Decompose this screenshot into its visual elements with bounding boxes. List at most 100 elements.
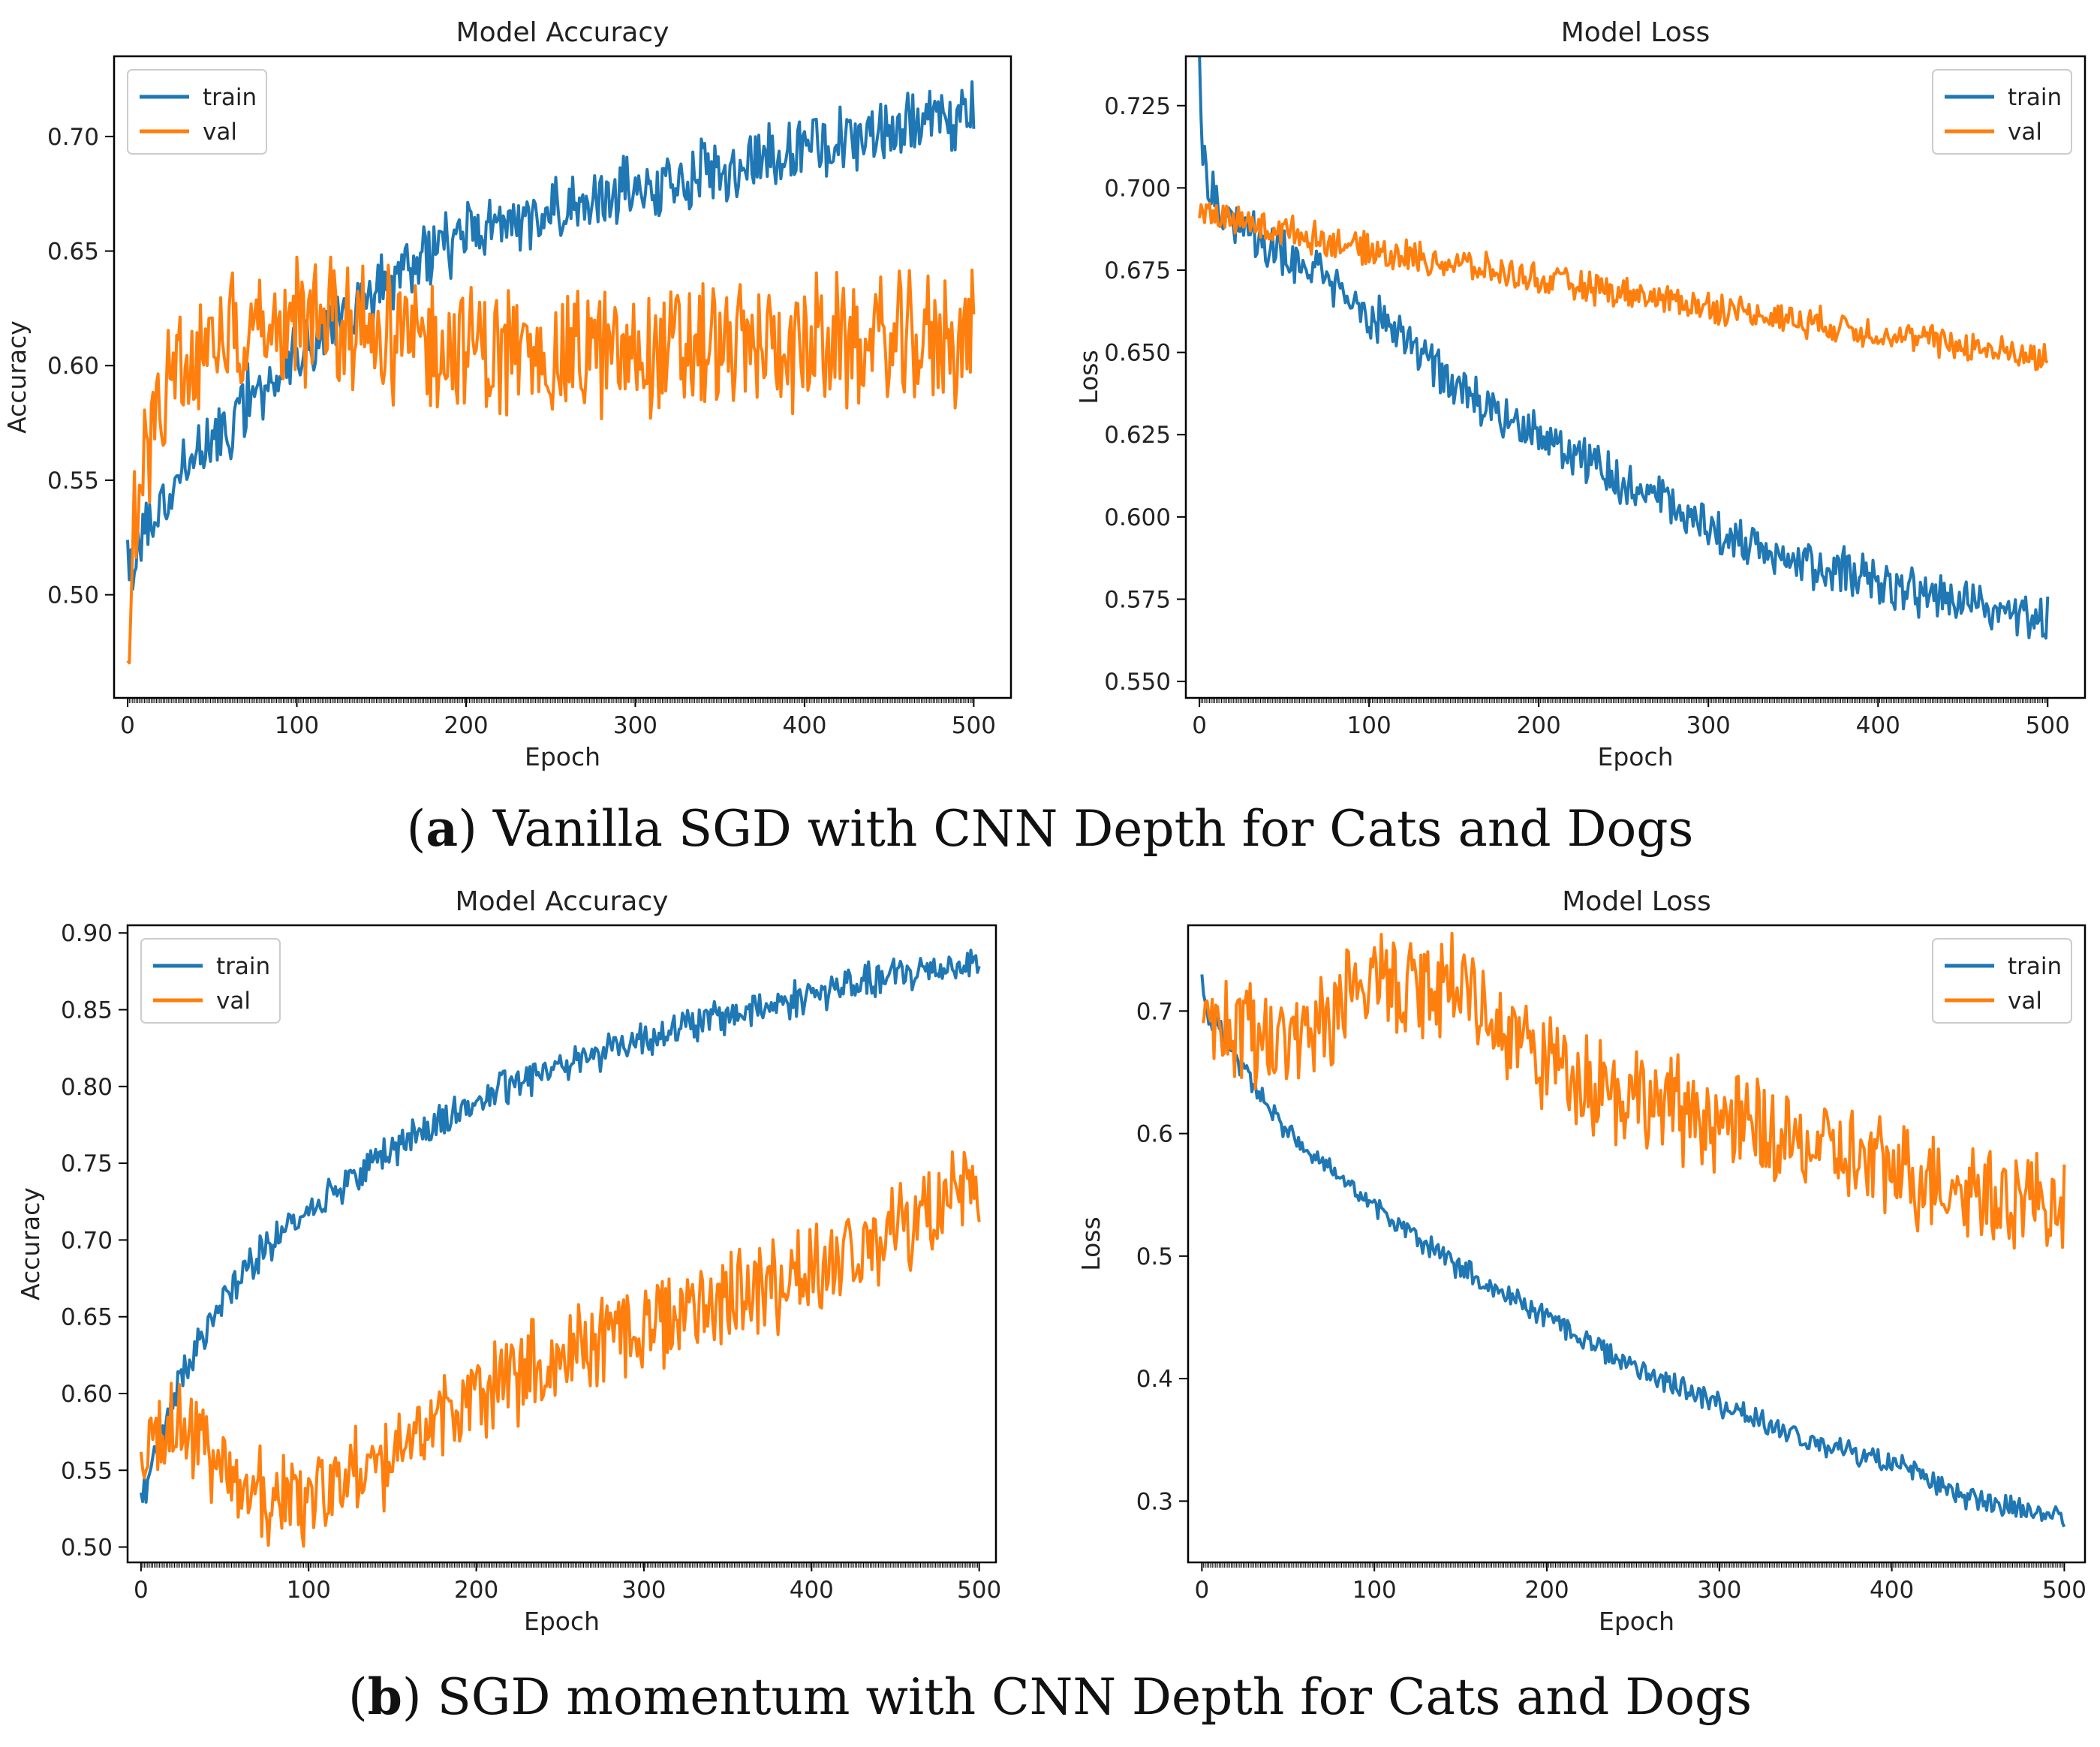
series-line-train [139,949,981,1504]
legend-box [1932,938,2072,1024]
y-tick-label: 0.65 [61,1304,113,1331]
x-tick-label: 400 [790,1577,834,1604]
y-tick-label: 0.65 [47,239,99,266]
x-tick-label: 100 [1347,712,1391,739]
y-tick-label: 0.50 [61,1535,113,1562]
x-tick-label: 100 [275,712,319,739]
legend-label-train: train [2008,84,2062,111]
legend-label-val: val [2008,988,2042,1015]
x-tick-label: 100 [287,1577,331,1604]
y-axis-label: Loss [1076,1216,1106,1270]
series-line-train [1198,56,2050,640]
chart-title: Model Loss [1562,886,1711,917]
legend-label-val: val [2008,119,2042,146]
x-tick-label: 300 [1697,1577,1741,1604]
x-minor-ticks [127,698,974,703]
y-tick-label: 0.550 [1104,669,1171,696]
legend-label-train: train [216,953,270,980]
y-tick-label: 0.3 [1136,1488,1173,1515]
legend-label-val: val [203,119,237,146]
series-line-val [139,1150,981,1548]
y-tick-label: 0.700 [1104,175,1171,202]
series-line-train [126,80,976,591]
legend-label-val: val [216,988,251,1015]
x-tick-label: 0 [134,1577,149,1604]
x-axis-label: Epoch [1599,1607,1674,1636]
caption-a-text: Vanilla SGD with CNN Depth for Cats and … [492,800,1694,858]
y-tick-label: 0.80 [61,1074,113,1101]
legend-box [127,69,267,155]
legend: train val [1932,938,2072,1024]
x-tick-label: 500 [2042,1577,2086,1604]
x-tick-label: 0 [1195,1577,1210,1604]
x-axis-label: Epoch [524,1607,600,1636]
legend-label-train: train [203,84,257,111]
series-line-train [1200,974,2066,1528]
x-minor-ticks [1201,1562,2065,1568]
y-tick-label: 0.5 [1136,1243,1173,1270]
x-tick-label: 500 [2026,712,2070,739]
y-tick-label: 0.70 [61,1227,113,1254]
y-tick-label: 0.725 [1104,93,1171,120]
y-tick-label: 0.7 [1136,998,1173,1025]
y-tick-label: 0.650 [1104,340,1171,367]
x-tick-label: 100 [1352,1577,1397,1604]
chart-b-loss: 0 100 200 300 400 500 0.3 0.4 0.5 0.6 0.7 Model Los… [1076,886,2086,1636]
caption-a-letter: a [426,799,459,858]
series-line-val [1198,202,2049,371]
y-tick-label: 0.60 [47,353,99,380]
y-tick-label: 0.90 [61,920,113,947]
y-tick-label: 0.60 [61,1381,113,1408]
y-axis-label: Accuracy [16,1187,45,1300]
x-tick-label: 0 [120,712,135,739]
y-tick-label: 0.600 [1104,504,1171,531]
x-minor-ticks [1199,698,2048,703]
caption-b: (b) SGD momentum with CNN Depth for Cats… [347,1667,1753,1726]
legend: train val [1932,69,2072,155]
series-line-val [126,255,976,665]
x-tick-label: 500 [957,1577,1001,1604]
caption-a: (a) Vanilla SGD with CNN Depth for Cats … [406,799,1694,858]
legend-box [140,938,281,1024]
x-tick-label: 400 [1870,1577,1914,1604]
caption-b-text: SGD momentum with CNN Depth for Cats and… [437,1668,1753,1726]
y-tick-label: 0.85 [61,997,113,1024]
legend: train val [140,938,281,1024]
x-tick-label: 200 [454,1577,498,1604]
series-line-val [1202,931,2066,1250]
y-tick-label: 0.75 [61,1150,113,1177]
x-tick-label: 300 [1686,712,1731,739]
x-tick-label: 200 [444,712,488,739]
chart-a-accuracy: 0 100 200 300 400 500 0.50 0.55 0.60 0.65 0.70 Mode… [2,17,1012,771]
legend-label-train: train [2008,953,2062,980]
y-tick-label: 0.4 [1136,1366,1173,1393]
x-axis-label: Epoch [1597,742,1673,771]
x-minor-ticks [140,1562,980,1568]
x-tick-label: 300 [621,1577,666,1604]
x-axis-label: Epoch [525,742,600,771]
x-tick-label: 200 [1517,712,1561,739]
caption-b-letter: b [367,1667,402,1726]
x-tick-label: 300 [613,712,657,739]
chart-b-accuracy: 0 100 200 300 400 500 0.50 0.55 0.60 0.65 0.70 0.75… [16,886,1001,1636]
y-axis-label: Accuracy [2,320,32,434]
x-tick-label: 0 [1192,712,1207,739]
chart-title: Model Loss [1561,17,1710,48]
y-tick-label: 0.625 [1104,422,1171,449]
y-tick-label: 0.50 [47,582,99,609]
y-tick-label: 0.675 [1104,257,1171,284]
y-tick-label: 0.575 [1104,586,1171,613]
chart-a-loss: 0 100 200 300 400 500 0.550 0.575 0.600 0.625 0.65… [1074,17,2086,771]
y-tick-label: 0.70 [47,124,99,151]
x-tick-label: 400 [1856,712,1900,739]
x-tick-label: 200 [1524,1577,1569,1604]
y-tick-label: 0.6 [1136,1121,1173,1148]
legend: train val [127,69,267,155]
y-tick-label: 0.55 [61,1457,113,1484]
y-axis-label: Loss [1074,350,1103,404]
x-tick-label: 400 [782,712,826,739]
chart-title: Model Accuracy [456,886,669,917]
y-tick-label: 0.55 [47,468,99,495]
legend-box [1932,69,2072,155]
